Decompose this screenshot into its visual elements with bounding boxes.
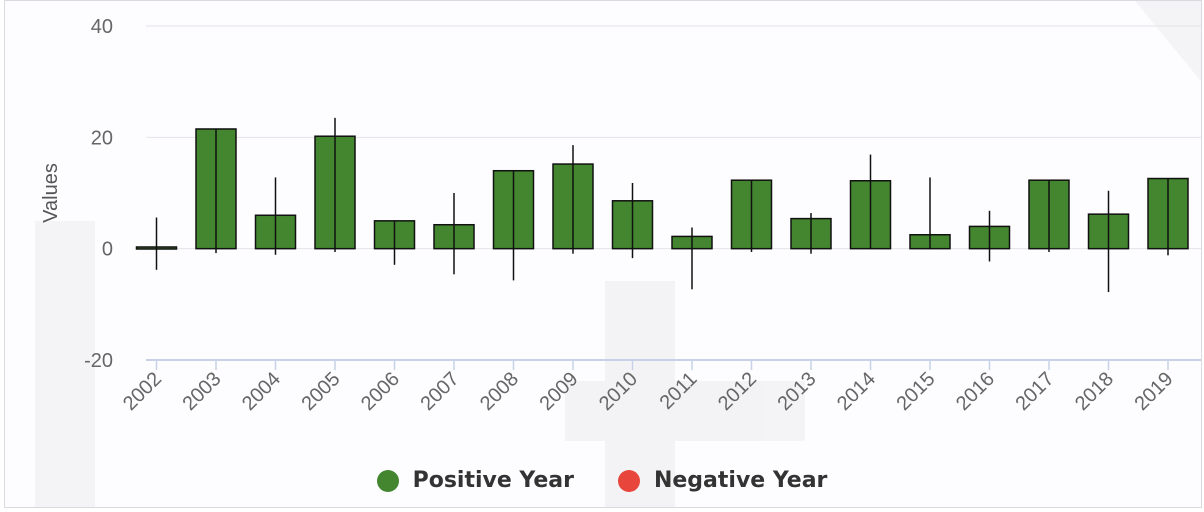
legend-item-negative[interactable]: Negative Year xyxy=(617,468,828,493)
chart-container: -20 0 20 40 2002 2003 2004 2005 2006 2007 2008 200… xyxy=(4,0,1202,508)
x-tick-label: 2015 xyxy=(893,368,940,415)
x-tick-label: 2002 xyxy=(119,368,166,415)
x-tick-label: 2017 xyxy=(1012,368,1059,415)
x-tick-label: 2004 xyxy=(238,368,285,415)
x-tick-label: 2005 xyxy=(298,368,345,415)
x-tick-label: 2003 xyxy=(179,368,226,415)
y-axis-title: Values xyxy=(40,163,62,223)
x-tick-label: 2008 xyxy=(476,368,523,415)
legend-item-positive[interactable]: Positive Year xyxy=(376,468,574,493)
x-tick-label: 2016 xyxy=(952,368,999,415)
x-tick-label: 2018 xyxy=(1071,368,1118,415)
legend-marker-negative xyxy=(617,469,640,492)
y-tick-label: 0 xyxy=(102,239,113,261)
legend-label-positive: Positive Year xyxy=(412,468,574,493)
background-watermark xyxy=(35,1,1202,508)
legend-label-negative: Negative Year xyxy=(653,468,828,493)
legend: Positive Year Negative Year xyxy=(0,468,1204,493)
x-tick-label: 2007 xyxy=(417,368,464,415)
y-tick-label: 20 xyxy=(91,127,113,149)
x-tick-label: 2014 xyxy=(833,368,880,415)
y-tick-label: -20 xyxy=(84,350,113,372)
x-tick-label: 2019 xyxy=(1131,368,1178,415)
x-tick-label: 2006 xyxy=(357,368,404,415)
y-tick-label: 40 xyxy=(91,16,113,38)
legend-marker-positive xyxy=(376,469,399,492)
